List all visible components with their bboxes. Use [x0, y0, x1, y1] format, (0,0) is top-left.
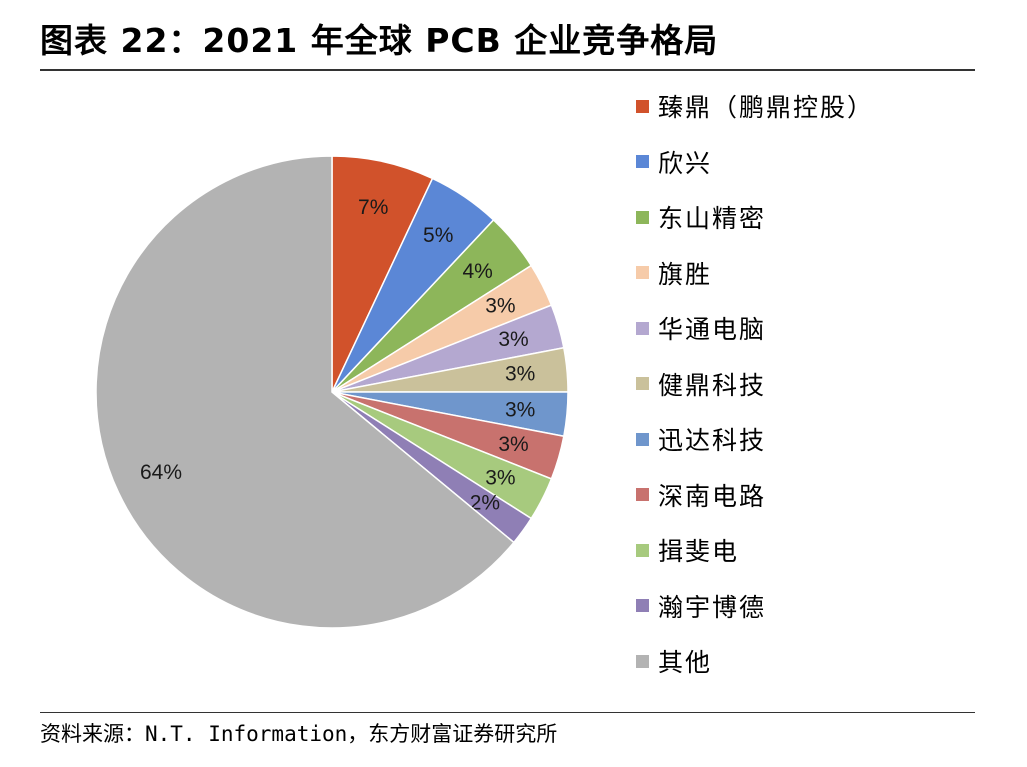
- slice-value-label: 3%: [485, 295, 515, 318]
- legend-swatch: [636, 266, 649, 279]
- legend-swatch: [636, 654, 649, 668]
- legend-swatch: [636, 377, 649, 390]
- legend-item: 其他: [636, 641, 712, 681]
- legend-label: 迅达科技: [658, 426, 767, 455]
- legend-label: 欣兴: [658, 148, 713, 178]
- legend-label: 臻鼎（鹏鼎控股）: [658, 93, 875, 122]
- slice-value-label: 4%: [462, 260, 492, 283]
- legend-item: 揖斐电: [636, 530, 739, 570]
- legend-item: 东山精密: [636, 197, 766, 237]
- legend-swatch: [636, 155, 649, 168]
- legend-item: 欣兴: [636, 142, 712, 182]
- slice-value-label: 3%: [505, 398, 535, 421]
- legend-label: 揖斐电: [658, 537, 740, 566]
- source-divider: [40, 712, 975, 713]
- legend-label: 东山精密: [658, 204, 767, 233]
- slice-value-label: 64%: [140, 461, 182, 484]
- legend-swatch: [636, 599, 649, 612]
- slice-value-label: 7%: [358, 196, 388, 219]
- slice-value-label: 3%: [485, 466, 515, 489]
- legend-swatch: [636, 432, 649, 446]
- pie-slice: [95, 155, 515, 629]
- legend-item: 健鼎科技: [636, 364, 766, 404]
- legend-swatch: [636, 321, 649, 335]
- source-note: 资料来源：N.T. Information，东方财富证券研究所: [40, 722, 558, 746]
- legend-item: 迅达科技: [636, 419, 766, 459]
- title-divider: [40, 69, 975, 71]
- legend-swatch: [636, 488, 649, 501]
- legend-label: 其他: [658, 648, 713, 677]
- slice-value-label: 3%: [498, 328, 528, 351]
- legend-label: 华通电脑: [658, 315, 767, 344]
- legend-swatch: [636, 543, 649, 557]
- chart-title: 图表 22：2021 年全球 PCB 企业竞争格局: [40, 21, 719, 60]
- legend-swatch: [636, 99, 649, 113]
- legend-item: 旗胜: [636, 253, 712, 293]
- legend-item: 臻鼎（鹏鼎控股）: [636, 86, 874, 126]
- legend-label: 旗胜: [658, 259, 713, 289]
- legend-label: 瀚宇博德: [658, 592, 767, 622]
- slice-value-label: 2%: [470, 492, 500, 515]
- pie-slice: [331, 155, 434, 393]
- legend-label: 健鼎科技: [658, 370, 767, 400]
- legend-item: 华通电脑: [636, 308, 766, 348]
- legend-label: 深南电路: [658, 481, 767, 511]
- slice-value-label: 3%: [498, 433, 528, 456]
- legend-item: 深南电路: [636, 475, 766, 515]
- slice-value-label: 3%: [505, 363, 535, 386]
- slice-value-label: 5%: [423, 224, 453, 247]
- legend-item: 瀚宇博德: [636, 586, 766, 626]
- legend-swatch: [636, 210, 649, 224]
